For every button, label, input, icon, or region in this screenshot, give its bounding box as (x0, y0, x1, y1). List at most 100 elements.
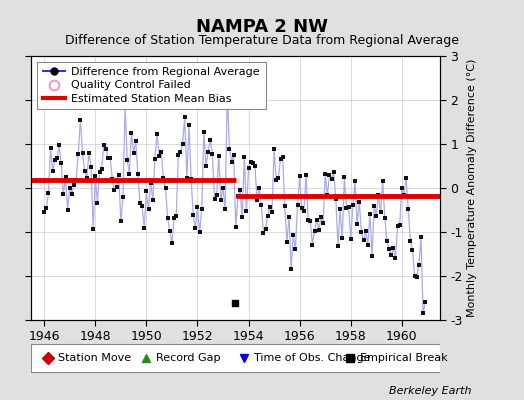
Point (376, 209, 385, 216)
Point (183, 174, 191, 181)
Point (394, 223, 402, 229)
Point (387, 252, 396, 258)
Point (147, 180, 155, 186)
Point (151, 155, 159, 162)
Point (391, 255, 400, 261)
Point (244, 165, 253, 171)
Text: Berkeley Earth: Berkeley Earth (389, 386, 472, 396)
Point (181, 114, 189, 120)
Point (93, 200, 102, 206)
Point (338, 235, 346, 242)
Point (359, 237, 368, 244)
Point (142, 188, 150, 194)
Point (202, 162, 210, 169)
Point (189, 212, 198, 218)
Point (59, 191, 68, 198)
Point (259, 230, 268, 236)
Text: Difference of Station Temperature Data from Regional Average: Difference of Station Temperature Data f… (65, 34, 459, 47)
Point (406, 238, 414, 244)
Point (240, 154, 248, 160)
Point (336, 206, 344, 212)
Point (334, 243, 342, 249)
Point (417, 234, 425, 240)
Point (236, 186, 244, 193)
Point (261, 226, 270, 232)
Point (161, 185, 170, 191)
Point (308, 242, 316, 248)
Point (210, 196, 219, 202)
Point (344, 204, 353, 210)
Point (278, 154, 287, 160)
Point (40, 209, 48, 215)
Point (285, 214, 293, 220)
Point (400, 192, 408, 198)
Point (132, 138, 140, 144)
Point (134, 170, 142, 177)
Point (106, 155, 114, 162)
Point (87, 164, 95, 170)
Point (200, 129, 208, 135)
Point (357, 229, 366, 235)
Point (378, 178, 387, 184)
Point (123, 157, 132, 163)
Point (362, 228, 370, 234)
Point (340, 174, 348, 180)
Point (302, 172, 310, 178)
Text: Station Move: Station Move (58, 353, 131, 363)
Point (404, 205, 412, 212)
Point (298, 204, 306, 211)
Point (97, 166, 106, 172)
Point (380, 215, 389, 221)
Point (342, 205, 351, 212)
Point (76, 116, 84, 123)
Point (314, 226, 323, 233)
Point (370, 203, 378, 210)
Point (49, 168, 57, 174)
Point (383, 238, 391, 244)
Point (104, 154, 112, 161)
Point (402, 175, 410, 182)
Point (91, 173, 100, 180)
Text: Empirical Break: Empirical Break (361, 353, 448, 363)
Text: NAMPA 2 NW: NAMPA 2 NW (196, 18, 328, 36)
Point (85, 150, 93, 156)
Point (232, 224, 240, 230)
Point (268, 209, 276, 216)
Point (266, 204, 274, 210)
Point (419, 310, 428, 317)
Point (53, 155, 61, 162)
Point (208, 151, 216, 157)
Point (136, 200, 144, 206)
Point (66, 185, 74, 191)
Y-axis label: Monthly Temperature Anomaly Difference (°C): Monthly Temperature Anomaly Difference (… (467, 59, 477, 317)
Point (230, 152, 238, 158)
Point (353, 220, 362, 227)
Point (121, 103, 129, 110)
Point (312, 216, 321, 223)
Point (187, 176, 195, 182)
Point (398, 184, 406, 191)
Point (346, 236, 355, 242)
Point (270, 146, 278, 153)
Point (159, 175, 168, 182)
Point (287, 266, 296, 272)
Point (264, 213, 272, 219)
Text: Time of Obs. Change: Time of Obs. Change (254, 353, 370, 363)
Point (317, 214, 325, 220)
Point (117, 218, 125, 224)
Point (176, 149, 184, 155)
FancyBboxPatch shape (31, 344, 440, 372)
Point (330, 168, 338, 175)
Point (321, 171, 330, 178)
Point (253, 197, 261, 203)
Point (61, 174, 70, 180)
Point (412, 274, 421, 280)
Point (185, 122, 193, 128)
Point (127, 129, 136, 136)
Point (113, 184, 121, 190)
Point (255, 185, 264, 191)
Point (304, 217, 312, 224)
Point (389, 245, 398, 252)
Point (219, 185, 227, 191)
Point (166, 228, 174, 234)
